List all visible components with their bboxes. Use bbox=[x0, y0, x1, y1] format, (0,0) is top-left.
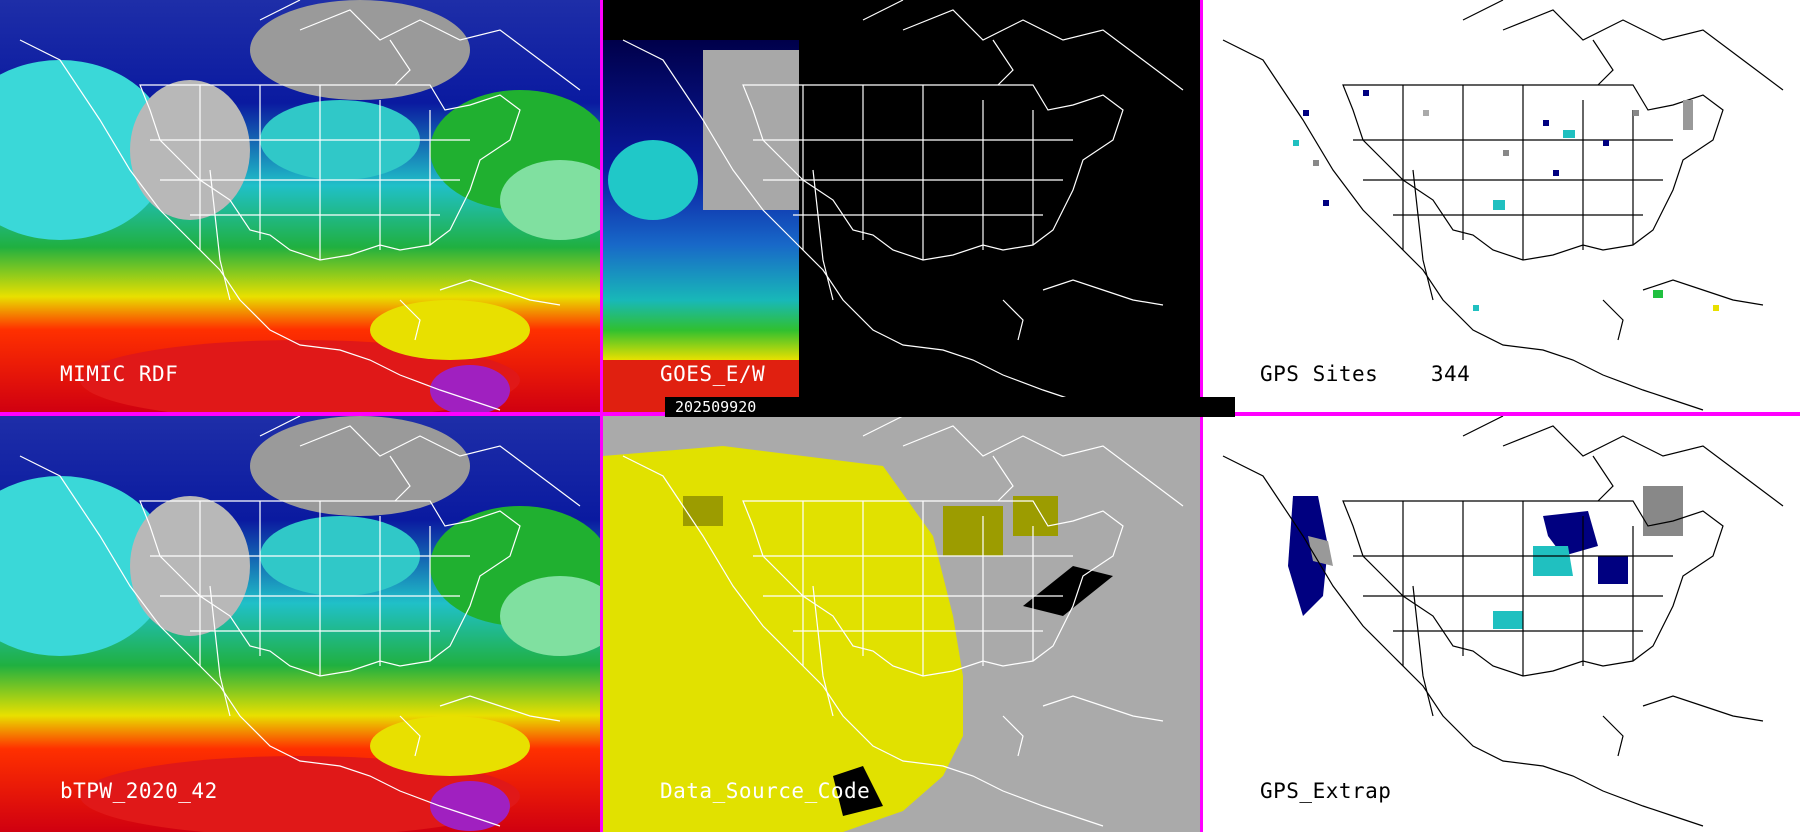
panel-label-goes-ew: GOES_E/W bbox=[660, 362, 766, 386]
panel-data-source-code: Data_Source_Code bbox=[603, 416, 1200, 832]
mimic-rdf-map bbox=[0, 0, 600, 412]
timestamp: 202509920 bbox=[665, 397, 1235, 417]
panel-label-gps-extrap: GPS_Extrap bbox=[1260, 779, 1392, 803]
goes-ew-map bbox=[603, 0, 1200, 412]
panel-btpw: bTPW_2020_42 bbox=[0, 416, 600, 832]
gps-extrap-map bbox=[1203, 416, 1800, 832]
panel-gps-sites: GPS Sites 344 bbox=[1203, 0, 1800, 412]
panel-goes-ew: GOES_E/W bbox=[603, 0, 1200, 412]
panel-label-gps-sites: GPS Sites 344 bbox=[1260, 362, 1471, 386]
panel-label-btpw: bTPW_2020_42 bbox=[60, 779, 218, 803]
gps-sites-map bbox=[1203, 0, 1800, 412]
btpw-map bbox=[0, 416, 600, 832]
panel-mimic-rdf: MIMIC RDF bbox=[0, 0, 600, 412]
data-source-code-map bbox=[603, 416, 1200, 832]
panel-gps-extrap: GPS_Extrap bbox=[1203, 416, 1800, 832]
panel-label-mimic-rdf: MIMIC RDF bbox=[60, 362, 179, 386]
vertical-separator-left bbox=[600, 0, 603, 832]
gps-site-markers bbox=[1293, 90, 1719, 311]
panel-label-data-source-code: Data_Source_Code bbox=[660, 779, 871, 803]
